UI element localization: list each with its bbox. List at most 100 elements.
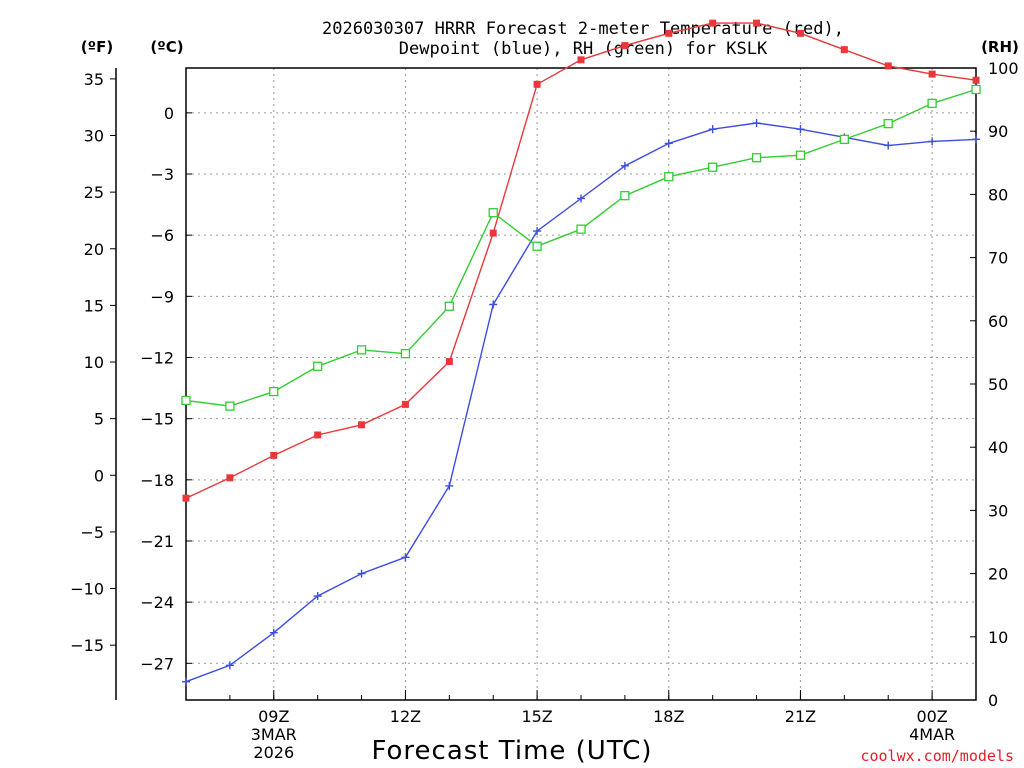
- fahrenheit-tick-label: −15: [70, 636, 104, 655]
- time-tick-label: 15Z: [521, 707, 552, 726]
- celsius-tick-label: −3: [150, 165, 174, 184]
- dewpoint-point: [533, 227, 542, 236]
- celsius-tick-label: −6: [150, 226, 174, 245]
- rh-point: [751, 153, 762, 163]
- rh-tick-label: 60: [988, 312, 1008, 331]
- rh-tick-label: 100: [988, 59, 1019, 78]
- temperature-point: [621, 42, 629, 50]
- fahrenheit-tick-label: −5: [80, 523, 104, 542]
- rh-point: [664, 172, 674, 182]
- temperature-point: [270, 451, 278, 459]
- celsius-tick-label: −24: [140, 593, 174, 612]
- dewpoint-point: [620, 161, 629, 170]
- fahrenheit-tick-label: 20: [84, 240, 104, 259]
- fahrenheit-tick-label: 10: [84, 353, 104, 372]
- rh-point: [181, 395, 191, 406]
- series-rh: [181, 84, 981, 411]
- rh-point: [971, 84, 981, 95]
- temperature-point: [928, 70, 936, 78]
- temperature-point: [226, 474, 234, 482]
- chart-title-line-1: 2026030307 HRRR Forecast 2-meter Tempera…: [322, 19, 844, 39]
- rh-point: [708, 162, 718, 172]
- fahrenheit-tick-label: 25: [84, 183, 104, 202]
- rh-tick-label: 90: [988, 122, 1008, 141]
- celsius-tick-label: −21: [140, 532, 174, 551]
- time-tick-label: 3MAR: [251, 725, 297, 744]
- dewpoint-point: [577, 194, 585, 203]
- celsius-tick-label: −9: [150, 287, 174, 306]
- rh-point: [269, 386, 279, 397]
- temperature-point: [577, 56, 585, 64]
- rh-tick-label: 40: [988, 438, 1008, 457]
- temperature-point: [884, 62, 892, 70]
- fahrenheit-tick-label: −10: [70, 580, 104, 599]
- dewpoint-point: [884, 141, 893, 150]
- dewpoint-point: [445, 481, 454, 490]
- credit-text: coolwx.com/models: [860, 747, 1014, 765]
- dewpoint-point: [708, 125, 717, 134]
- temperature-point: [445, 358, 453, 366]
- rh-point: [795, 150, 806, 160]
- time-tick-label: 09Z: [258, 707, 289, 726]
- rh-point: [532, 241, 542, 251]
- rh-tick-label: 0: [988, 691, 998, 710]
- time-tick-label: 21Z: [785, 707, 816, 726]
- rh-point: [620, 191, 630, 201]
- temperature-point: [182, 494, 190, 502]
- rh-point: [400, 349, 411, 359]
- celsius-tick-label: −18: [140, 471, 174, 490]
- celsius-tick-label: −15: [140, 410, 174, 429]
- dewpoint-point: [972, 135, 980, 144]
- celsius-axis: 0 −3 −6 −9 −12 −15 −18 −21 −24 −27: [140, 104, 192, 673]
- rh-tick-label: 30: [988, 501, 1008, 520]
- dewpoint-point: [796, 125, 805, 134]
- temperature-point: [489, 229, 497, 237]
- temperature-point: [796, 29, 804, 37]
- celsius-tick-label: 0: [164, 104, 174, 123]
- rh-point: [488, 208, 498, 218]
- rh-tick-label: 70: [988, 249, 1008, 268]
- data-series: [181, 19, 981, 686]
- x-axis-label: Forecast Time (UTC): [371, 736, 652, 766]
- rh-axis-unit: (RH): [981, 38, 1019, 56]
- temperature-point: [753, 19, 761, 27]
- rh-tick-label: 20: [988, 565, 1008, 584]
- dewpoint-point: [401, 553, 410, 562]
- dewpoint-point: [928, 137, 937, 146]
- dewpoint-point: [752, 119, 761, 128]
- rh-tick-label: 10: [988, 628, 1008, 647]
- celsius-tick-label: −27: [140, 654, 174, 673]
- dewpoint-point: [489, 300, 498, 309]
- rh-point: [839, 134, 849, 145]
- rh-point: [225, 401, 235, 411]
- time-tick-label: 18Z: [653, 707, 684, 726]
- series-temperature: [182, 19, 980, 502]
- fahrenheit-tick-label: 15: [84, 296, 104, 315]
- temperature-point: [709, 19, 717, 27]
- time-tick-label: 2026: [253, 743, 294, 762]
- rh-tick-label: 50: [988, 375, 1008, 394]
- chart-title-line-2: Dewpoint (blue), RH (green) for KSLK: [399, 39, 768, 59]
- time-tick-label: 12Z: [390, 707, 421, 726]
- celsius-tick-label: −12: [140, 348, 174, 367]
- rh-point: [444, 301, 454, 311]
- dewpoint-point: [225, 661, 234, 670]
- temperature-point: [840, 46, 848, 54]
- dewpoint-point: [313, 592, 322, 601]
- time-tick-label: 00Z: [916, 707, 947, 726]
- fahrenheit-tick-label: 30: [84, 127, 104, 146]
- celsius-axis-unit: (ºC): [150, 38, 183, 56]
- fahrenheit-tick-label: 5: [94, 410, 104, 429]
- temperature-point: [358, 421, 366, 429]
- dewpoint-point: [357, 569, 366, 578]
- rh-point: [576, 224, 586, 234]
- dewpoint-point: [182, 677, 190, 686]
- rh-point: [313, 361, 323, 371]
- temperature-point: [972, 76, 980, 84]
- rh-point: [927, 98, 937, 109]
- temperature-point: [401, 400, 409, 408]
